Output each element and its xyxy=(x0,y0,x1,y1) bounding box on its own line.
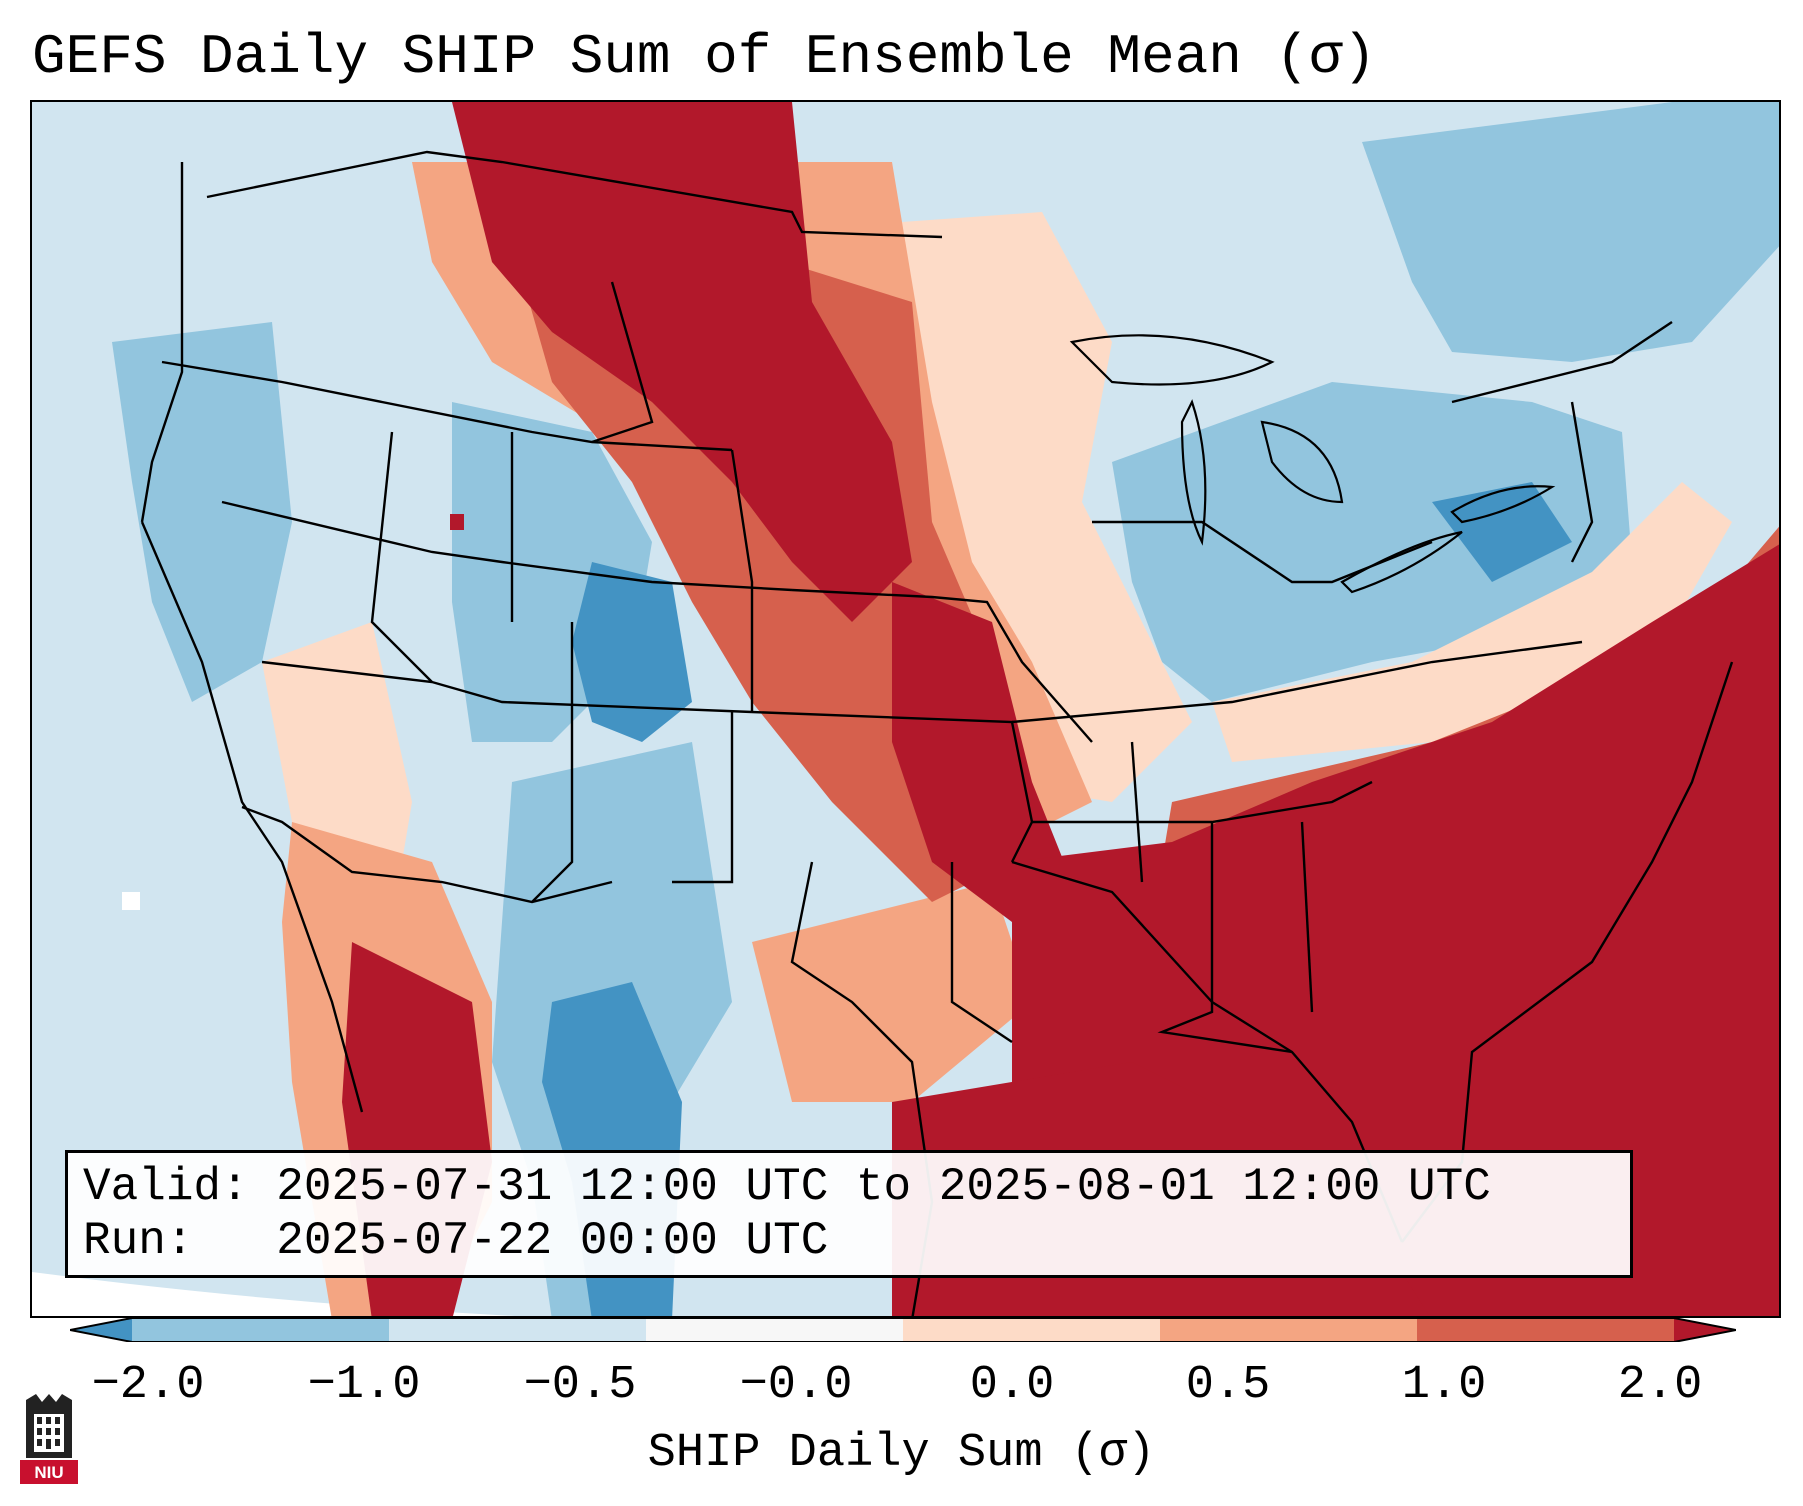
colorbar-tick-4: 0.0 xyxy=(969,1359,1055,1412)
colorbar-tick-1: −1.0 xyxy=(307,1359,421,1412)
colorbar-segment xyxy=(1160,1318,1418,1342)
colorbar-tick-3: −0.0 xyxy=(739,1359,853,1412)
colorbar-segment xyxy=(903,1318,1161,1342)
region-colorado-deepblue xyxy=(572,562,692,742)
great-lakes xyxy=(1069,334,1556,594)
colorbar-segment xyxy=(389,1318,647,1342)
chart-title: GEFS Daily SHIP Sum of Ensemble Mean (σ) xyxy=(32,25,1377,89)
sigma-map xyxy=(32,102,1779,1316)
artifact-white xyxy=(122,892,140,910)
valid-line: Valid: 2025-07-31 12:00 UTC to 2025-08-0… xyxy=(83,1161,1491,1213)
colorbar-tick-5: 0.5 xyxy=(1185,1359,1271,1412)
niu-seal-icon: NIU xyxy=(20,1394,78,1484)
region-salmon-texas xyxy=(752,882,1032,1102)
region-ny-blue xyxy=(1432,482,1572,582)
niu-logo: NIU xyxy=(20,1392,78,1484)
colorbar-tick-2: −0.5 xyxy=(523,1359,637,1412)
boundary-lines xyxy=(140,150,1734,1316)
region-red-dakotas xyxy=(512,242,1012,902)
colorbar xyxy=(70,1318,1736,1342)
colorbar-tick-7: 2.0 xyxy=(1617,1359,1703,1412)
colorbar-segment xyxy=(1417,1318,1675,1342)
map-panel xyxy=(30,100,1781,1318)
colorbar-segment xyxy=(132,1318,390,1342)
colorbar-extend-high xyxy=(1674,1318,1736,1342)
region-blue-west xyxy=(112,322,292,702)
region-darkred-kansas xyxy=(892,582,1072,922)
region-canada-blue xyxy=(1362,102,1779,362)
colorbar-segment xyxy=(646,1318,904,1342)
artifact-darkred xyxy=(450,514,464,530)
colorbar-label: SHIP Daily Sum (σ) xyxy=(647,1427,1156,1480)
run-line: Run: 2025-07-22 00:00 UTC xyxy=(83,1215,829,1267)
colorbar-tick-0: −2.0 xyxy=(91,1359,205,1412)
region-lightred-appalachia xyxy=(1212,482,1732,762)
colorbar-svg xyxy=(70,1318,1736,1342)
region-darkred-montana xyxy=(452,102,912,622)
valid-run-box: Valid: 2025-07-31 12:00 UTC to 2025-08-0… xyxy=(65,1150,1633,1278)
colorbar-tick-6: 1.0 xyxy=(1401,1359,1487,1412)
niu-logo-text: NIU xyxy=(34,1463,63,1482)
projection-edge xyxy=(32,1272,515,1316)
colorbar-extend-low xyxy=(70,1318,132,1342)
